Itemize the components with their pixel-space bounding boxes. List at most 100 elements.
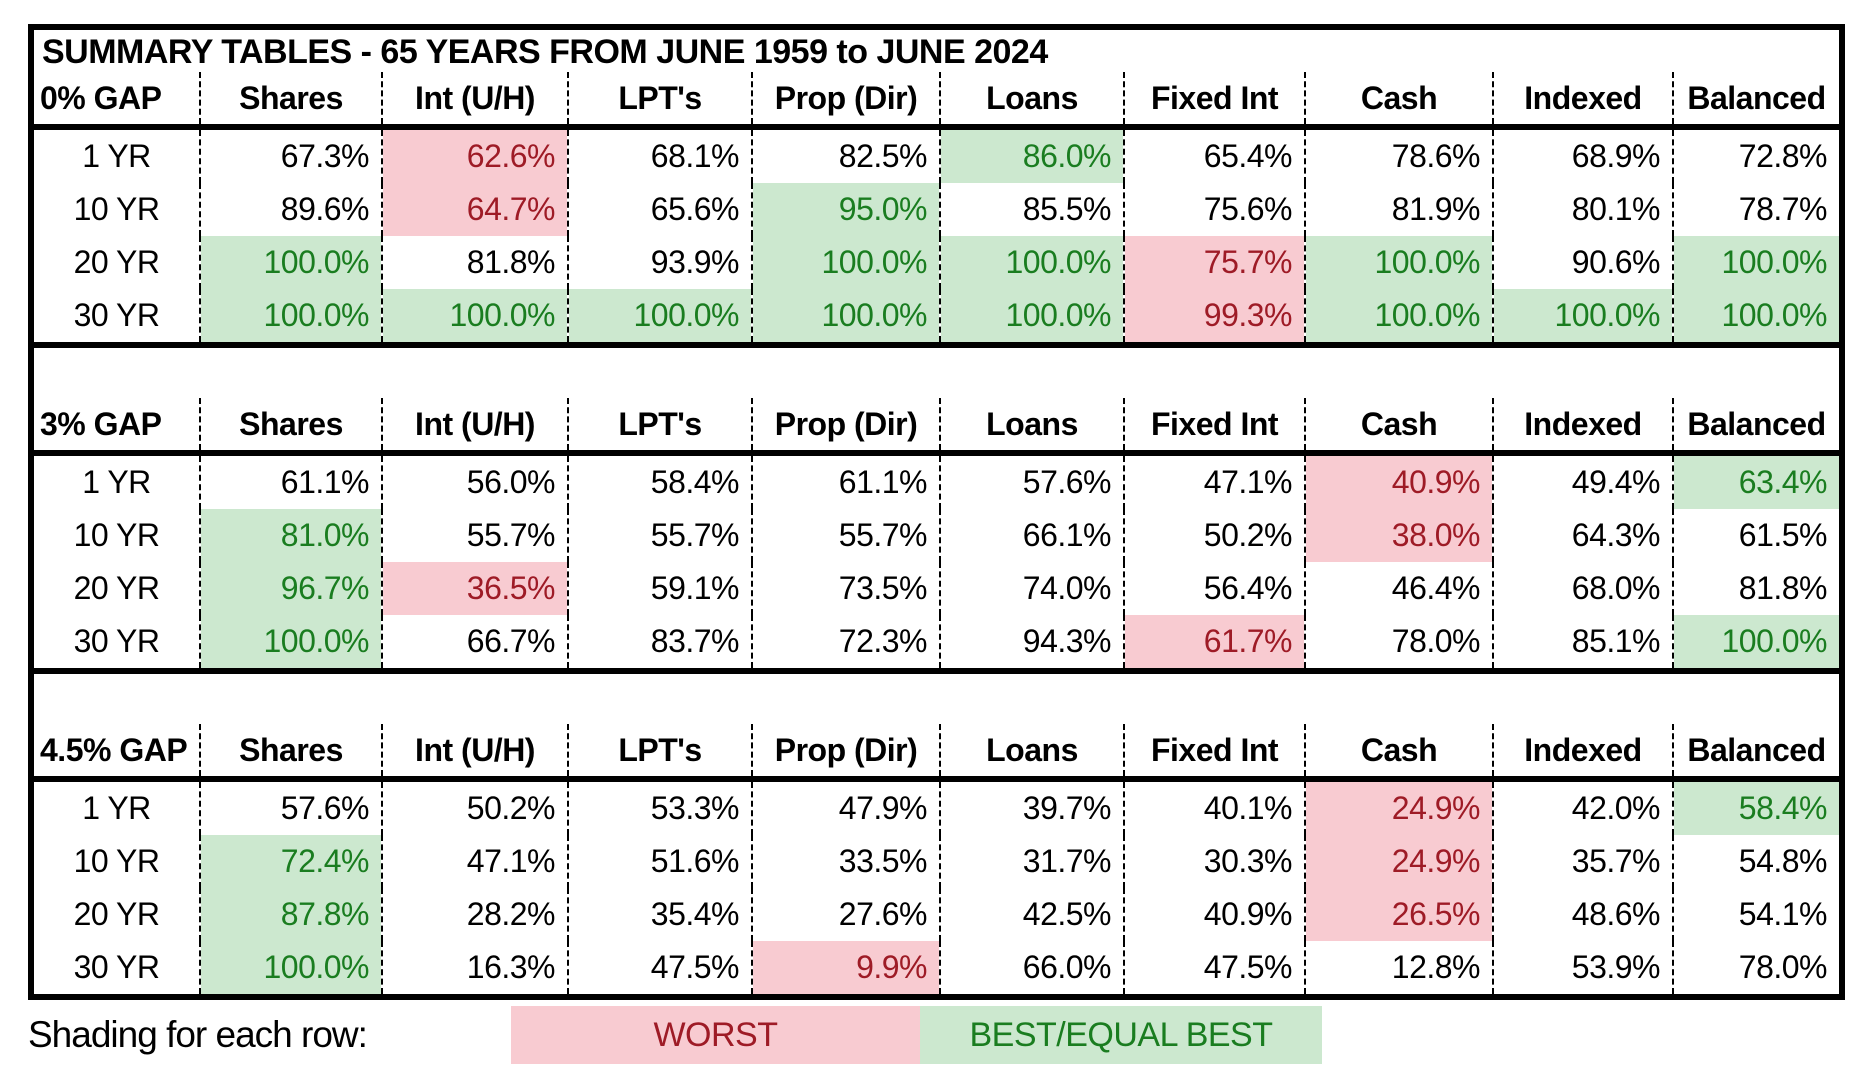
value-cell: 81.8% xyxy=(1672,562,1839,615)
column-header: Loans xyxy=(939,72,1124,130)
column-header: Shares xyxy=(199,72,382,130)
column-header: Fixed Int xyxy=(1123,72,1305,130)
row-label: 1 YR xyxy=(82,138,151,174)
column-header: Int (U/H) xyxy=(381,72,568,130)
value-cell: 72.3% xyxy=(751,615,940,674)
value-cell: 50.2% xyxy=(1123,509,1305,562)
summary-tables-board: SUMMARY TABLES - 65 YEARS FROM JUNE 1959… xyxy=(28,24,1845,1000)
column-header: Cash xyxy=(1304,724,1493,782)
value-cell: 65.6% xyxy=(567,183,752,236)
value-cell-worst: 61.7% xyxy=(1123,615,1305,674)
value-cell: 31.7% xyxy=(939,835,1124,888)
value-cell: 53.9% xyxy=(1492,941,1673,994)
value-cell: 81.8% xyxy=(381,236,568,289)
value-cell-worst: 26.5% xyxy=(1304,888,1493,941)
value-cell-best: 86.0% xyxy=(939,127,1124,183)
value-cell-worst: 24.9% xyxy=(1304,779,1493,835)
value-cell-best: 95.0% xyxy=(751,183,940,236)
value-cell-best: 100.0% xyxy=(1304,289,1493,348)
value-cell: 61.5% xyxy=(1672,509,1839,562)
row-label: 1 YR xyxy=(82,464,151,500)
value-cell: 27.6% xyxy=(751,888,940,941)
table-row: 30 YR 100.0% 16.3% 47.5% 9.9% 66.0% 47.5% 12.8%… xyxy=(34,941,1839,994)
gap-table-3pct-body: 1 YR 61.1% 56.0% 58.4% 61.1% 57.6% 47.1% 40.9% 4… xyxy=(34,453,1839,674)
gap-table-0pct: 0% GAP Shares Int (U/H) LPT's Prop (Dir) Loan… xyxy=(34,72,1839,348)
value-cell-best: 81.0% xyxy=(199,509,382,562)
value-cell: 66.0% xyxy=(939,941,1124,994)
value-cell: 47.1% xyxy=(381,835,568,888)
header-row: 0% GAP Shares Int (U/H) LPT's Prop (Dir) Loan… xyxy=(34,72,1839,130)
value-cell-worst: 36.5% xyxy=(381,562,568,615)
value-cell-worst: 40.9% xyxy=(1304,453,1493,509)
value-cell-best: 63.4% xyxy=(1672,453,1839,509)
value-cell: 39.7% xyxy=(939,779,1124,835)
row-label: 20 YR xyxy=(73,244,160,280)
value-cell: 66.7% xyxy=(381,615,568,674)
row-label: 10 YR xyxy=(73,191,160,227)
column-header: Balanced xyxy=(1672,398,1839,456)
value-cell: 78.6% xyxy=(1304,127,1493,183)
header-row: 3% GAP Shares Int (U/H) LPT's Prop (Dir) Loan… xyxy=(34,398,1839,456)
column-header: Fixed Int xyxy=(1123,724,1305,782)
value-cell: 81.9% xyxy=(1304,183,1493,236)
value-cell-best: 100.0% xyxy=(939,289,1124,348)
row-label: 1 YR xyxy=(82,790,151,826)
value-cell: 74.0% xyxy=(939,562,1124,615)
value-cell-worst: 64.7% xyxy=(381,183,568,236)
gap-table-0pct-body: 1 YR 67.3% 62.6% 68.1% 82.5% 86.0% 65.4% 78.6% 6… xyxy=(34,127,1839,348)
value-cell-best: 100.0% xyxy=(1672,236,1839,289)
value-cell: 78.0% xyxy=(1672,941,1839,994)
value-cell-best: 96.7% xyxy=(199,562,382,615)
value-cell: 85.5% xyxy=(939,183,1124,236)
table-row: 1 YR 67.3% 62.6% 68.1% 82.5% 86.0% 65.4% 78.6% 6… xyxy=(34,127,1839,183)
value-cell: 46.4% xyxy=(1304,562,1493,615)
column-header: LPT's xyxy=(567,72,752,130)
row-label: 10 YR xyxy=(73,517,160,553)
table-row: 20 YR 100.0% 81.8% 93.9% 100.0% 100.0% 75.7% 10… xyxy=(34,236,1839,289)
table-row: 10 YR 72.4% 47.1% 51.6% 33.5% 31.7% 30.3% 24.9%… xyxy=(34,835,1839,888)
column-header: Balanced xyxy=(1672,724,1839,782)
value-cell-worst: 38.0% xyxy=(1304,509,1493,562)
legend-label: Shading for each row: xyxy=(28,1014,368,1055)
value-cell: 57.6% xyxy=(199,779,382,835)
value-cell-best: 100.0% xyxy=(199,289,382,348)
value-cell: 55.7% xyxy=(751,509,940,562)
header-row: 4.5% GAP Shares Int (U/H) LPT's Prop (Dir) Lo… xyxy=(34,724,1839,782)
gap-label: 0% GAP xyxy=(34,72,200,130)
column-header: LPT's xyxy=(567,724,752,782)
table-row: 30 YR 100.0% 100.0% 100.0% 100.0% 100.0% 99.3%… xyxy=(34,289,1839,348)
value-cell-best: 100.0% xyxy=(939,236,1124,289)
value-cell: 57.6% xyxy=(939,453,1124,509)
column-header: Prop (Dir) xyxy=(751,398,940,456)
value-cell: 93.9% xyxy=(567,236,752,289)
value-cell: 89.6% xyxy=(199,183,382,236)
gap-label: 3% GAP xyxy=(34,398,200,456)
column-header: Cash xyxy=(1304,398,1493,456)
value-cell: 72.8% xyxy=(1672,127,1839,183)
gap-table-3pct: 3% GAP Shares Int (U/H) LPT's Prop (Dir) Loan… xyxy=(34,398,1839,674)
column-header: LPT's xyxy=(567,398,752,456)
column-header: Prop (Dir) xyxy=(751,72,940,130)
row-label: 30 YR xyxy=(73,949,160,985)
value-cell: 61.1% xyxy=(199,453,382,509)
value-cell: 56.4% xyxy=(1123,562,1305,615)
row-label: 30 YR xyxy=(34,289,200,348)
value-cell: 28.2% xyxy=(381,888,568,941)
value-cell: 64.3% xyxy=(1492,509,1673,562)
table-row: 20 YR 96.7% 36.5% 59.1% 73.5% 74.0% 56.4% 46.4%… xyxy=(34,562,1839,615)
table-row: 1 YR 61.1% 56.0% 58.4% 61.1% 57.6% 47.1% 40.9% 4… xyxy=(34,453,1839,509)
column-header: Cash xyxy=(1304,72,1493,130)
value-cell-best: 100.0% xyxy=(199,615,382,674)
section-spacer xyxy=(34,674,1839,724)
legend-best-chip: BEST/EQUAL BEST xyxy=(920,1006,1322,1064)
value-cell: 42.5% xyxy=(939,888,1124,941)
value-cell-worst: 99.3% xyxy=(1123,289,1305,348)
table-row: 1 YR 57.6% 50.2% 53.3% 47.9% 39.7% 40.1% 24.9% 4… xyxy=(34,779,1839,835)
table-row: 10 YR 89.6% 64.7% 65.6% 95.0% 85.5% 75.6% 81.9%… xyxy=(34,183,1839,236)
value-cell: 78.0% xyxy=(1304,615,1493,674)
value-cell: 82.5% xyxy=(751,127,940,183)
column-header: Loans xyxy=(939,398,1124,456)
value-cell: 51.6% xyxy=(567,835,752,888)
value-cell: 42.0% xyxy=(1492,779,1673,835)
value-cell-best: 100.0% xyxy=(199,941,382,994)
